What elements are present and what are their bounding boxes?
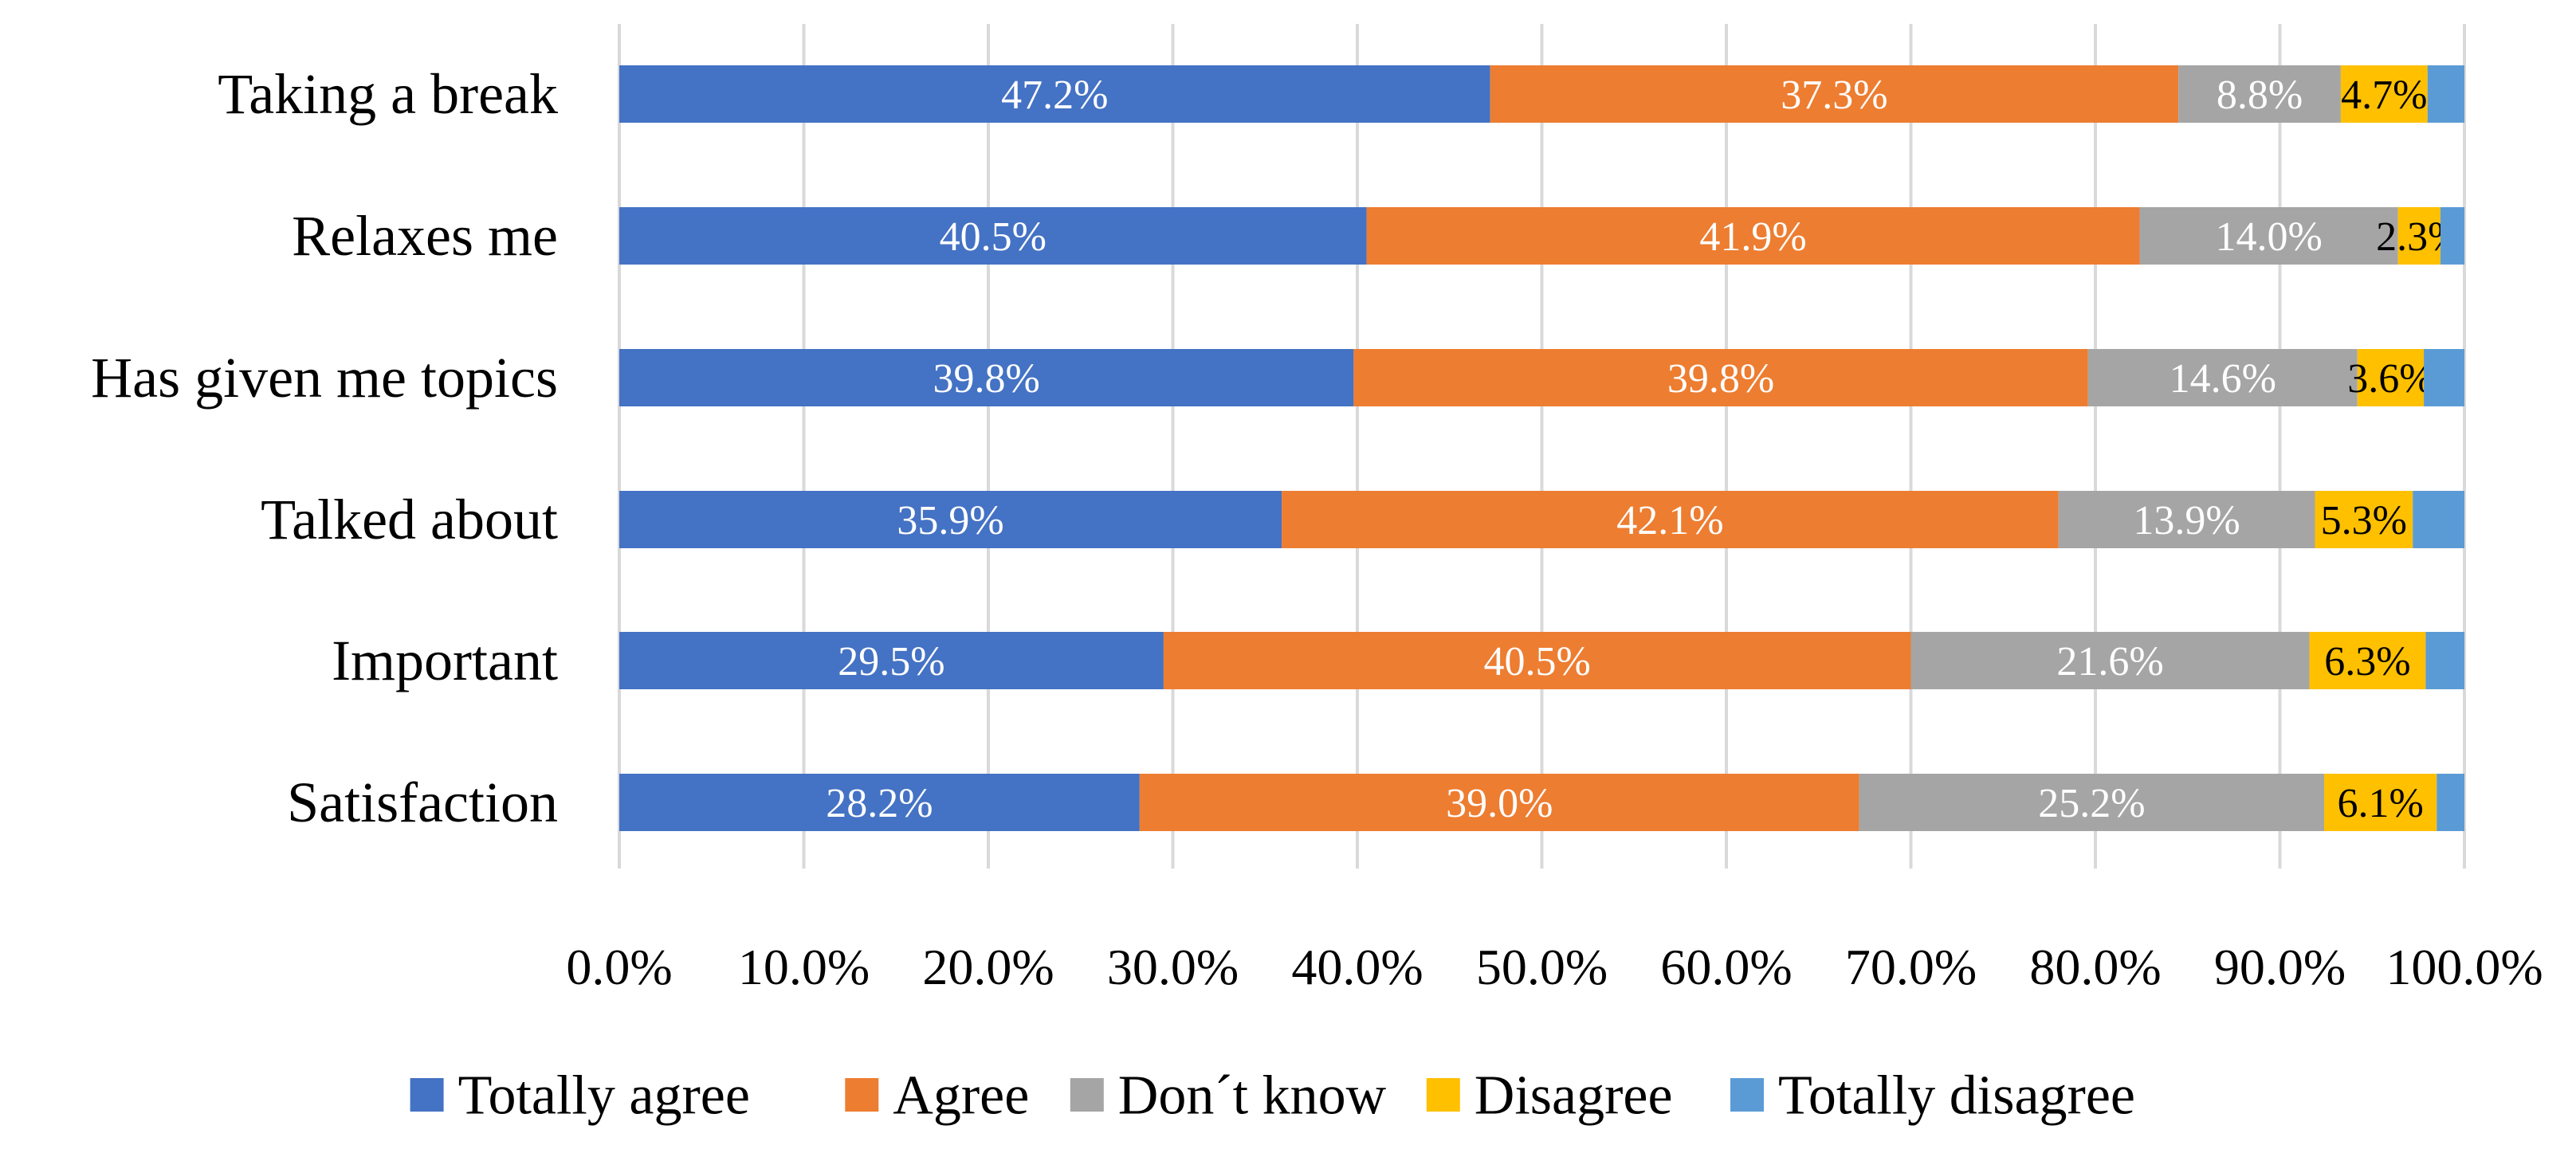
bar-data-label: 28.2% (826, 781, 933, 826)
legend-label: Disagree (1475, 1065, 1673, 1127)
legend-label: Totally agree (458, 1065, 750, 1127)
bar-data-label: 6.1% (2338, 781, 2424, 826)
bar-segment (2357, 349, 2425, 406)
bar-data-label: 4.7% (2341, 73, 2427, 118)
category-label: Important (332, 629, 558, 692)
gridlines (618, 24, 2466, 869)
x-tick-label: 80.0% (2029, 939, 2161, 995)
bar-data-label: 39.0% (1446, 781, 1553, 826)
bar-data-label: 14.0% (2215, 214, 2322, 260)
bar-segment (2315, 491, 2413, 548)
bar-segment (2087, 349, 2358, 406)
legend: Totally agree Agree Don´t know Disagree Tota… (410, 1065, 2135, 1127)
bar-data-label: 29.5% (838, 639, 944, 684)
bar-segment (2425, 632, 2464, 689)
bar-data-label: 5.3% (2321, 498, 2407, 543)
legend-label: Totally disagree (1778, 1065, 2135, 1127)
x-tick-label: 100.0% (2386, 939, 2543, 995)
bar-segment (2340, 65, 2428, 123)
bar-segment (1163, 632, 1911, 689)
bar-data-label: 35.9% (897, 498, 1003, 543)
bar-segment (1353, 349, 2088, 406)
bar-data-label: 39.8% (1667, 356, 1774, 402)
bar-data-label: 21.6% (2056, 639, 2163, 684)
bar-segment (2324, 774, 2437, 831)
bar-segment (2139, 207, 2398, 265)
x-tick-label: 50.0% (1476, 939, 1608, 995)
bar-segment (1282, 491, 2059, 548)
legend-label: Don´t know (1118, 1065, 1387, 1127)
bar-data-label: 13.9% (2133, 498, 2240, 543)
bar-data-label: 47.2% (1001, 73, 1108, 118)
bar-segment (2427, 65, 2464, 123)
bar-data-label: 40.5% (940, 214, 1046, 260)
bar-segment (619, 774, 1140, 831)
x-tick-label: 70.0% (1845, 939, 1977, 995)
legend-swatch (1426, 1078, 1460, 1112)
bar-segment (2178, 65, 2341, 123)
bar-segment (2397, 207, 2441, 265)
category-axis-labels: Taking a break Relaxes me Has given me top… (91, 62, 558, 834)
x-axis-tick-labels: 0.0% 10.0% 20.0% 30.0% 40.0% 50.0% 60.0% 70.0% 8… (566, 939, 2543, 995)
legend-swatch (1730, 1078, 1764, 1112)
bar-data-label: 42.1% (1616, 498, 1723, 543)
bar-segment (619, 349, 1354, 406)
legend-swatch (410, 1078, 444, 1112)
bar-data-label: 37.3% (1781, 73, 1887, 118)
bar-segment (2309, 632, 2426, 689)
bar-segment (619, 207, 1367, 265)
legend-label: Agree (893, 1065, 1029, 1127)
bar-segment (1490, 65, 2179, 123)
category-label: Satisfaction (287, 771, 558, 834)
category-label: Relaxes me (292, 204, 558, 268)
bar-segment (1139, 774, 1859, 831)
x-tick-label: 40.0% (1291, 939, 1423, 995)
x-tick-label: 20.0% (922, 939, 1054, 995)
bar-segment (1859, 774, 2325, 831)
x-tick-label: 10.0% (738, 939, 870, 995)
bar-segment (2440, 207, 2464, 265)
bar-data-label: 14.6% (2170, 356, 2276, 402)
category-label: Taking a break (218, 62, 558, 126)
bar-data-label: 25.2% (2038, 781, 2145, 826)
bar-segment (2424, 349, 2464, 406)
bar-segment (619, 65, 1490, 123)
bar-data-label: 6.3% (2324, 639, 2410, 684)
bars: 47.2% 37.3% 8.8% 4.7%40.5% 41.9% 14.0% 2.3%39.… (619, 65, 2464, 831)
bar-segment (619, 491, 1282, 548)
x-tick-label: 0.0% (566, 939, 672, 995)
legend-swatch (845, 1078, 879, 1112)
x-tick-label: 30.0% (1107, 939, 1239, 995)
bar-data-label: 8.8% (2217, 73, 2303, 118)
bar-segment (2413, 491, 2464, 548)
bar-data-label: 3.6% (2347, 356, 2433, 402)
bar-segment (1366, 207, 2140, 265)
bar-segment (2437, 774, 2464, 831)
bar-data-label: 40.5% (1484, 639, 1591, 684)
x-tick-label: 90.0% (2214, 939, 2346, 995)
bar-data-label: 39.8% (933, 356, 1040, 402)
category-label: Has given me topics (91, 346, 558, 410)
category-label: Talked about (261, 488, 558, 551)
bar-data-label: 41.9% (1699, 214, 1806, 260)
bar-segment (2058, 491, 2315, 548)
bar-segment (619, 632, 1164, 689)
bar-segment (1910, 632, 2310, 689)
x-tick-label: 60.0% (1660, 939, 1792, 995)
legend-swatch (1070, 1078, 1104, 1112)
